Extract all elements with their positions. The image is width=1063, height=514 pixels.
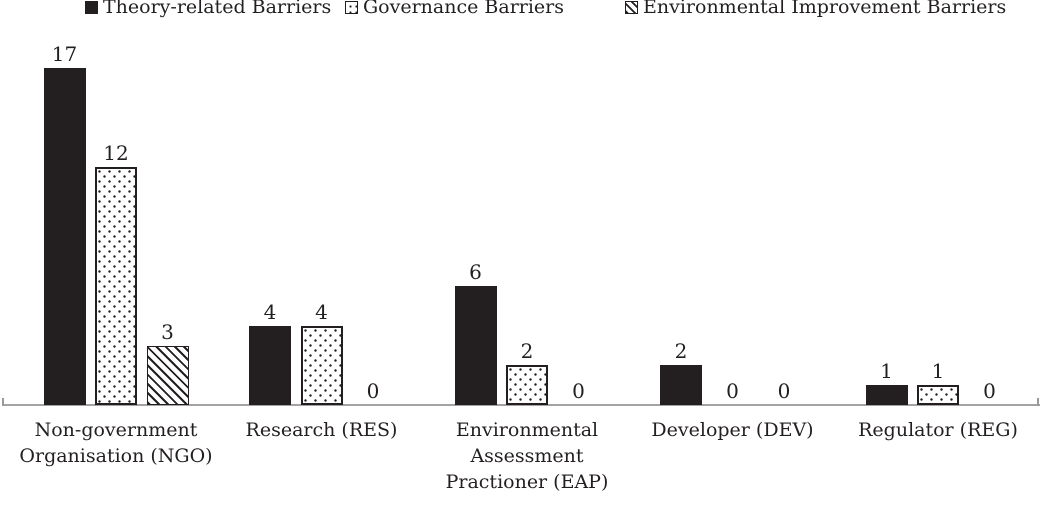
- category-axis-label: Environmental Assessment Practioner (EAP…: [445, 419, 609, 493]
- bar-value-label: 1: [931, 359, 945, 383]
- category-axis-label: Developer (DEV): [651, 419, 814, 441]
- bar-value-label: 0: [572, 379, 585, 403]
- legend-item-theory-related: Theory-related Barriers: [85, 0, 331, 18]
- bar-solid: [454, 286, 497, 405]
- category-axis-label: Non-government Organisation (NGO): [19, 419, 213, 467]
- bar-value-label: 1: [880, 359, 893, 383]
- bar-solid: [865, 385, 908, 405]
- bar-value-label: 12: [103, 141, 129, 165]
- bar-dots: [506, 365, 548, 405]
- legend-label: Environmental Improvement Barriers: [643, 0, 1007, 18]
- bar-value-label: 4: [263, 300, 277, 324]
- bar-value-label: 0: [726, 379, 739, 403]
- category-axis-label: Regulator (REG): [858, 419, 1018, 441]
- bar-dots: [917, 385, 959, 405]
- legend-marker-dots-icon: [345, 0, 358, 14]
- bar-dots: [300, 326, 343, 405]
- legend-item-governance: Governance Barriers: [345, 0, 564, 18]
- legend: Theory-related Barriers Governance Barri…: [0, 0, 1063, 20]
- bar-value-label: 0: [366, 379, 380, 403]
- legend-label: Governance Barriers: [363, 0, 565, 18]
- axis-end-tick-left: [2, 398, 4, 406]
- bar-value-label: 0: [983, 379, 996, 403]
- x-axis-line: [2, 404, 1040, 406]
- bar-value-label: 2: [520, 339, 534, 363]
- legend-marker-solid-icon: [85, 0, 98, 14]
- legend-label: Theory-related Barriers: [103, 0, 332, 18]
- bar-diagonal-hatch: [146, 346, 189, 405]
- bar-value-label: 4: [315, 300, 328, 324]
- bar-dots: [95, 167, 137, 405]
- bar-solid: [660, 365, 702, 405]
- bar-solid: [43, 68, 86, 405]
- category-axis-label: Research (RES): [245, 419, 398, 441]
- bar-value-label: 3: [161, 320, 174, 344]
- bar-value-label: 0: [777, 379, 791, 403]
- legend-marker-hatch-icon: [625, 0, 638, 14]
- bar-solid: [249, 326, 291, 405]
- bar-value-label: 17: [51, 42, 78, 66]
- legend-item-environmental-improvement: Environmental Improvement Barriers: [625, 0, 1006, 18]
- bar-value-label: 6: [469, 260, 482, 284]
- bar-value-label: 2: [674, 339, 688, 363]
- axis-end-tick-right: [1037, 398, 1039, 406]
